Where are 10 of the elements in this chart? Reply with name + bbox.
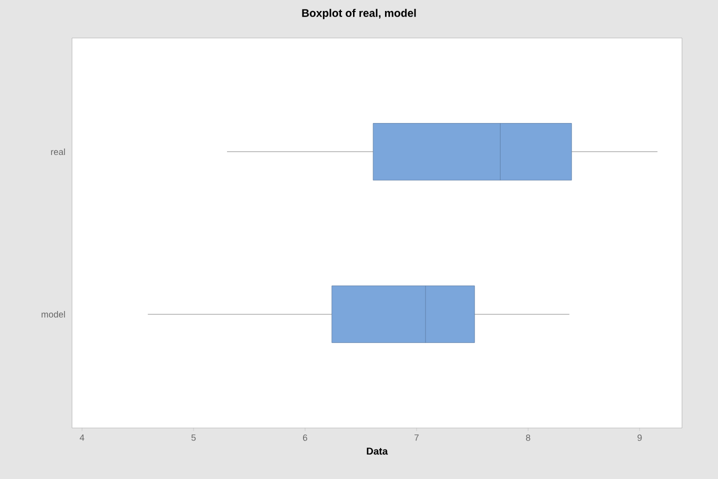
y-tick-label: model [42,310,65,318]
x-axis-title: Data [366,448,388,455]
x-tick-label: 9 [638,434,642,441]
chart-title: Boxplot of real, model [302,8,416,20]
x-tick-label: 7 [414,434,419,441]
x-tick-label: 6 [303,434,308,441]
y-tick-label: real [51,148,65,156]
x-tick-label: 4 [80,434,84,441]
x-tick-label: 8 [526,434,530,441]
x-tick-label: 5 [191,434,196,441]
